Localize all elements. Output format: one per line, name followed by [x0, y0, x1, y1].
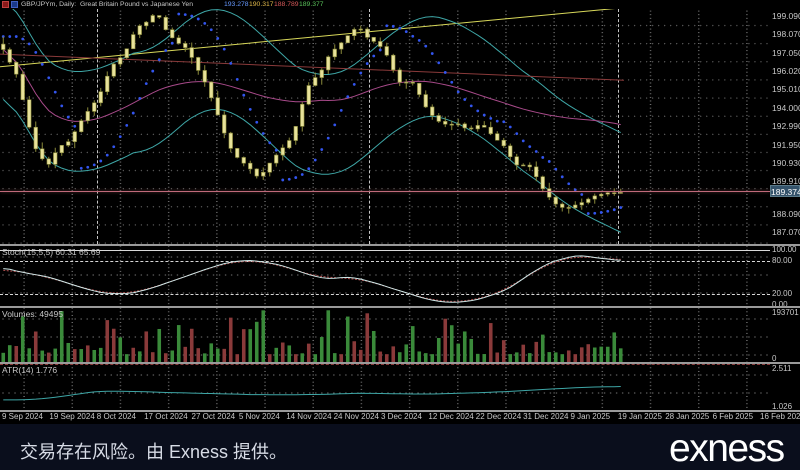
svg-text:exness: exness	[669, 435, 785, 469]
